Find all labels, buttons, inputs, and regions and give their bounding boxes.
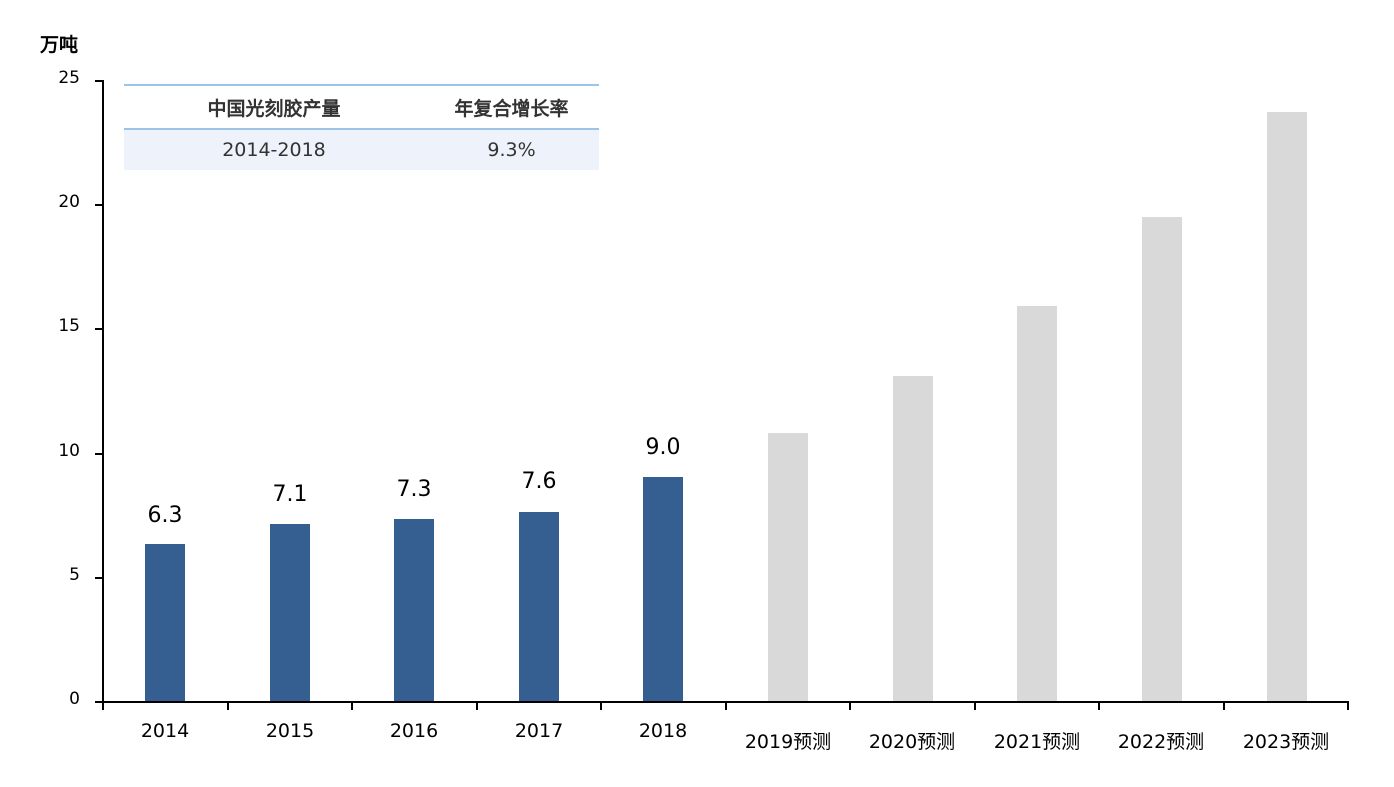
x-tick bbox=[227, 701, 229, 710]
y-tick-label: 25 bbox=[58, 68, 80, 88]
y-tick bbox=[95, 328, 103, 330]
y-tick-label: 20 bbox=[58, 192, 80, 212]
value-label: 7.6 bbox=[521, 469, 557, 494]
bar-2016 bbox=[394, 519, 434, 701]
bar-2020-forecast bbox=[893, 376, 933, 701]
cagr-value-cell: 9.3% bbox=[487, 139, 536, 161]
y-tick-label: 0 bbox=[69, 689, 80, 709]
x-label: 2015 bbox=[265, 720, 315, 742]
bar-2023-forecast bbox=[1267, 112, 1307, 701]
y-tick-label: 10 bbox=[58, 441, 80, 461]
value-label: 6.3 bbox=[147, 503, 183, 528]
period-cell: 2014-2018 bbox=[222, 139, 326, 161]
x-tick bbox=[102, 701, 104, 710]
cagr-table-header: 中国光刻胶产量 年复合增长率 bbox=[124, 84, 599, 130]
x-label: 2017 bbox=[514, 720, 564, 742]
cagr-table: 中国光刻胶产量 年复合增长率 2014-2018 9.3% bbox=[124, 84, 599, 170]
x-tick bbox=[600, 701, 602, 710]
header-cagr: 年复合增长率 bbox=[454, 97, 569, 120]
y-tick-label: 15 bbox=[58, 316, 80, 336]
bar-2015 bbox=[270, 524, 310, 701]
bar-2019-forecast bbox=[768, 433, 808, 701]
bar-2022-forecast bbox=[1142, 217, 1182, 701]
bar-2021-forecast bbox=[1017, 306, 1057, 701]
x-tick bbox=[1098, 701, 1100, 710]
bar-2014 bbox=[145, 544, 185, 701]
x-tick bbox=[849, 701, 851, 710]
x-tick bbox=[1223, 701, 1225, 710]
x-label: 2021预测 bbox=[993, 731, 1081, 753]
y-tick bbox=[95, 577, 103, 579]
cagr-table-row: 2014-2018 9.3% bbox=[124, 130, 599, 170]
y-axis bbox=[102, 80, 104, 702]
y-tick bbox=[95, 80, 103, 82]
x-tick bbox=[476, 701, 478, 710]
value-label: 7.3 bbox=[396, 477, 432, 502]
bar-2018 bbox=[643, 477, 683, 701]
value-label: 7.1 bbox=[272, 482, 308, 507]
x-label: 2022预测 bbox=[1117, 731, 1205, 753]
y-tick-label: 5 bbox=[69, 565, 80, 585]
header-production: 中国光刻胶产量 bbox=[207, 97, 341, 120]
x-label: 2020预测 bbox=[868, 731, 956, 753]
x-label: 2023预测 bbox=[1242, 731, 1330, 753]
y-tick bbox=[95, 701, 103, 703]
x-tick bbox=[974, 701, 976, 710]
x-tick bbox=[1347, 701, 1349, 710]
x-label: 2018 bbox=[638, 720, 688, 742]
x-label: 2019预测 bbox=[744, 731, 832, 753]
value-label: 9.0 bbox=[645, 435, 681, 460]
y-axis-unit: 万吨 bbox=[40, 34, 79, 56]
y-tick bbox=[95, 204, 103, 206]
x-label: 2016 bbox=[389, 720, 439, 742]
x-tick bbox=[725, 701, 727, 710]
y-tick bbox=[95, 453, 103, 455]
bar-2017 bbox=[519, 512, 559, 701]
x-label: 2014 bbox=[140, 720, 190, 742]
x-tick bbox=[351, 701, 353, 710]
